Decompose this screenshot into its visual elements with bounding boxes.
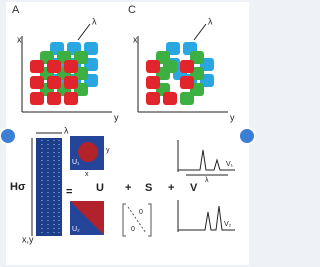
cube [146, 60, 160, 73]
carousel-next[interactable] [239, 128, 255, 144]
axis-label: x [133, 34, 138, 44]
cube [30, 76, 44, 89]
cube [47, 76, 61, 89]
axis-label: y [106, 147, 110, 154]
cube [47, 60, 61, 73]
axis-label: λ [208, 16, 213, 26]
carousel-prev[interactable] [0, 128, 16, 144]
cube [47, 92, 61, 105]
page: {"panels": {"a": {"label": "A", "x_axis"… [0, 0, 255, 267]
cube [163, 60, 177, 73]
panel-label: C [128, 4, 136, 16]
operator: + [168, 182, 174, 194]
matrix-entry: 0 [131, 226, 135, 233]
operator: = [66, 186, 72, 198]
spectrum-label: V₂ [224, 221, 232, 228]
cube [64, 60, 78, 73]
cube [180, 60, 194, 73]
dimension-label: x,y [22, 234, 34, 244]
cube [163, 92, 177, 105]
cube [64, 92, 78, 105]
spectrum-label: V₁ [226, 161, 234, 168]
cube [64, 76, 78, 89]
cube [146, 76, 160, 89]
cube [180, 92, 194, 105]
axis-label: y [230, 112, 235, 122]
axis-label: x [85, 171, 89, 178]
axis-label: y [114, 112, 119, 122]
figure: A x y λ C x y λ λ Hσ x,y = U₁ y x U₂ U +… [0, 0, 255, 267]
matrix-label: Hσ [10, 181, 26, 193]
axis-label: x [17, 34, 22, 44]
dimension-label: λ [64, 125, 69, 135]
u-pattern [78, 142, 98, 162]
matrix-label: U₂ [72, 226, 80, 233]
matrix-label: U [96, 182, 104, 194]
cube [30, 60, 44, 73]
matrix-label: V [190, 182, 198, 194]
cube [30, 92, 44, 105]
cube [180, 76, 194, 89]
h-matrix [36, 138, 62, 236]
matrix-label: S [145, 182, 152, 194]
cube [146, 92, 160, 105]
axis-label: λ [205, 177, 209, 184]
matrix-entry: 0 [139, 209, 143, 216]
matrix-label: U₁ [72, 159, 80, 166]
operator: + [125, 182, 131, 194]
axis-label: λ [92, 16, 97, 26]
panel-label: A [12, 4, 20, 16]
